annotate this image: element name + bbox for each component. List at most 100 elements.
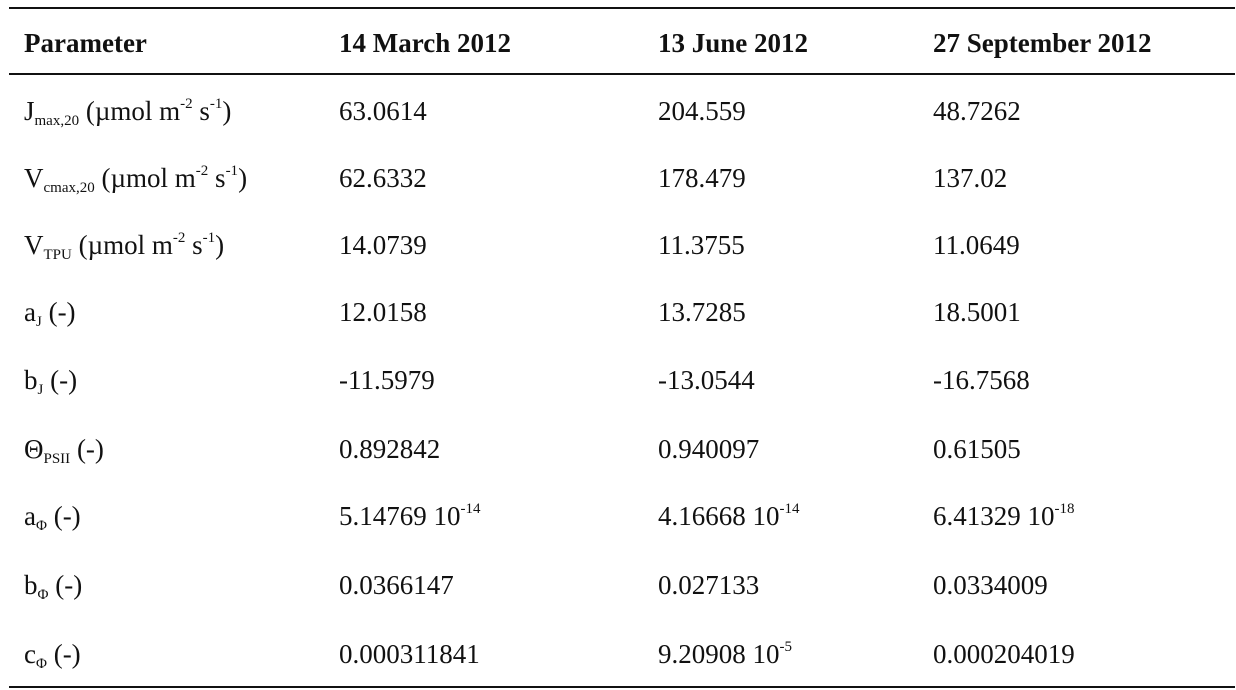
unit-exponent: -1 xyxy=(209,96,223,112)
parameter-unit: s xyxy=(192,96,210,126)
unit-exponent: -2 xyxy=(180,96,193,112)
parameter-cell: aΦ (-) xyxy=(24,496,81,536)
table-row: cΦ (-) 0.000311841 9.20908 10-5 0.000204019 xyxy=(0,634,1236,674)
parameter-cell: Vcmax,20 (µmol m-2 s-1) xyxy=(24,158,247,198)
value-cell: 5.14769 10-14 xyxy=(339,496,481,536)
parameter-symbol: V xyxy=(24,163,44,193)
header-13-june-2012: 13 June 2012 xyxy=(658,28,809,58)
value-cell: 62.6332 xyxy=(339,163,427,193)
value-exponent: -18 xyxy=(1054,501,1075,517)
parameter-subscript: J xyxy=(35,314,42,330)
parameter-symbol: c xyxy=(24,639,36,669)
parameter-cell: Jmax,20 (µmol m-2 s-1) xyxy=(24,91,231,131)
unit-exponent: -2 xyxy=(195,163,209,179)
value-mantissa: 9.20908 10 xyxy=(658,639,780,669)
value-cell: -16.7568 xyxy=(933,365,1030,395)
unit-exponent: -2 xyxy=(172,230,186,246)
parameter-unit: (µmol m xyxy=(94,163,196,193)
value-mantissa: 6.41329 10 xyxy=(933,501,1055,531)
unit-exponent: -1 xyxy=(225,163,239,179)
parameter-unit: (-) xyxy=(46,639,81,669)
value-cell: 0.892842 xyxy=(339,434,441,464)
value-cell: -11.5979 xyxy=(339,365,435,395)
parameter-subscript: max,20 xyxy=(34,113,80,129)
table-row: bJ (-) -11.5979 -13.0544 -16.7568 xyxy=(0,360,1236,400)
parameter-unit: (-) xyxy=(46,501,81,531)
value-cell: 137.02 xyxy=(933,163,1008,193)
value-cell: 0.61505 xyxy=(933,434,1021,464)
parameter-unit: (µmol m xyxy=(79,96,181,126)
value-cell: 11.0649 xyxy=(933,230,1020,260)
parameter-subscript: J xyxy=(37,382,44,398)
header-parameter: Parameter xyxy=(24,28,147,58)
parameter-unit: (-) xyxy=(43,365,78,395)
parameter-cell: bJ (-) xyxy=(24,360,77,400)
parameter-subscript: PSII xyxy=(43,451,71,467)
table-row: aΦ (-) 5.14769 10-14 4.16668 10-14 6.41329 … xyxy=(0,496,1236,536)
parameter-unit: s xyxy=(208,163,226,193)
parameter-cell: bΦ (-) xyxy=(24,565,82,605)
value-cell: 204.559 xyxy=(658,96,746,126)
header-27-september-2012: 27 September 2012 xyxy=(933,28,1152,58)
value-exponent: -14 xyxy=(460,501,481,517)
parameter-cell: cΦ (-) xyxy=(24,634,81,674)
parameter-unit: (-) xyxy=(70,434,104,464)
table-top-rule xyxy=(9,7,1235,9)
value-cell: 14.0739 xyxy=(339,230,427,260)
parameter-subscript: Φ xyxy=(35,518,47,534)
table-row: VTPU (µmol m-2 s-1) 14.0739 11.3755 11.0649 xyxy=(0,225,1236,265)
value-cell: 178.479 xyxy=(658,163,746,193)
value-mantissa: 5.14769 10 xyxy=(339,501,461,531)
value-cell: 63.0614 xyxy=(339,96,427,126)
parameter-symbol: b xyxy=(24,570,38,600)
parameter-unit: ) xyxy=(238,163,248,193)
unit-exponent: -1 xyxy=(202,230,216,246)
value-cell: 11.3755 xyxy=(658,230,745,260)
parameter-unit: ) xyxy=(222,96,232,126)
parameter-symbol: V xyxy=(24,230,44,260)
value-cell: -13.0544 xyxy=(658,365,755,395)
value-cell: 13.7285 xyxy=(658,297,746,327)
parameter-unit: s xyxy=(185,230,203,260)
parameter-cell: VTPU (µmol m-2 s-1) xyxy=(24,225,224,265)
parameter-cell: aJ (-) xyxy=(24,292,76,332)
value-exponent: -14 xyxy=(779,501,800,517)
parameter-unit: ) xyxy=(215,230,225,260)
value-cell: 0.000311841 xyxy=(339,639,480,669)
table-header-row: Parameter 14 March 2012 13 June 2012 27 … xyxy=(0,23,1236,63)
value-cell: 0.000204019 xyxy=(933,639,1075,669)
value-cell: 4.16668 10-14 xyxy=(658,496,800,536)
parameter-unit: (-) xyxy=(48,570,83,600)
parameter-subscript: Φ xyxy=(37,587,49,603)
value-cell: 0.940097 xyxy=(658,434,760,464)
table-row: aJ (-) 12.0158 13.7285 18.5001 xyxy=(0,292,1236,332)
value-cell: 0.0366147 xyxy=(339,570,454,600)
parameter-subscript: Φ xyxy=(35,656,47,672)
table-header-rule xyxy=(9,73,1235,75)
parameter-symbol: b xyxy=(24,365,38,395)
parameter-symbol: a xyxy=(24,501,36,531)
value-mantissa: 4.16668 10 xyxy=(658,501,780,531)
value-cell: 9.20908 10-5 xyxy=(658,634,792,674)
value-cell: 6.41329 10-18 xyxy=(933,496,1075,536)
value-cell: 18.5001 xyxy=(933,297,1021,327)
parameter-symbol: a xyxy=(24,297,36,327)
parameter-subscript: cmax,20 xyxy=(43,180,95,196)
table-bottom-rule xyxy=(9,686,1235,688)
value-exponent: -5 xyxy=(779,639,793,655)
value-cell: 48.7262 xyxy=(933,96,1021,126)
parameter-unit: (-) xyxy=(41,297,76,327)
parameter-unit: (µmol m xyxy=(71,230,173,260)
parameter-subscript: TPU xyxy=(43,247,72,263)
parameter-symbol: Θ xyxy=(24,434,44,464)
table-row: ΘPSII (-) 0.892842 0.940097 0.61505 xyxy=(0,429,1236,469)
value-cell: 0.027133 xyxy=(658,570,760,600)
value-cell: 12.0158 xyxy=(339,297,427,327)
table-row: Vcmax,20 (µmol m-2 s-1) 62.6332 178.479 137… xyxy=(0,158,1236,198)
parameter-cell: ΘPSII (-) xyxy=(24,429,104,469)
table-row: Jmax,20 (µmol m-2 s-1) 63.0614 204.559 48.7… xyxy=(0,91,1236,131)
parameter-symbol: J xyxy=(24,96,35,126)
header-14-march-2012: 14 March 2012 xyxy=(339,28,511,58)
table-row: bΦ (-) 0.0366147 0.027133 0.0334009 xyxy=(0,565,1236,605)
value-cell: 0.0334009 xyxy=(933,570,1048,600)
